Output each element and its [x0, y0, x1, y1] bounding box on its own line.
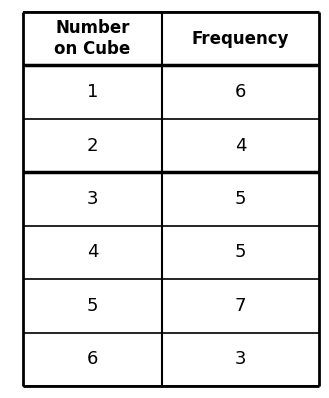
Text: 7: 7: [235, 297, 246, 315]
Text: 4: 4: [87, 244, 98, 261]
Text: 3: 3: [235, 350, 246, 368]
Bar: [162, 172, 319, 226]
Text: 3: 3: [87, 190, 98, 208]
Bar: [23, 12, 162, 65]
Text: 6: 6: [235, 83, 246, 101]
Text: 1: 1: [87, 83, 98, 101]
Bar: [23, 279, 162, 333]
Bar: [23, 65, 162, 119]
Text: Number
on Cube: Number on Cube: [55, 19, 131, 58]
Bar: [23, 119, 162, 172]
Text: 5: 5: [235, 190, 246, 208]
Bar: [162, 333, 319, 386]
Text: 5: 5: [87, 297, 98, 315]
Bar: [162, 12, 319, 65]
Text: Frequency: Frequency: [192, 30, 290, 48]
Text: 2: 2: [87, 137, 98, 154]
Bar: [162, 226, 319, 279]
Bar: [162, 279, 319, 333]
Bar: [23, 172, 162, 226]
Bar: [23, 333, 162, 386]
Bar: [162, 119, 319, 172]
Bar: [162, 65, 319, 119]
Text: 5: 5: [235, 244, 246, 261]
Text: 6: 6: [87, 350, 98, 368]
Text: 4: 4: [235, 137, 246, 154]
Bar: [23, 226, 162, 279]
